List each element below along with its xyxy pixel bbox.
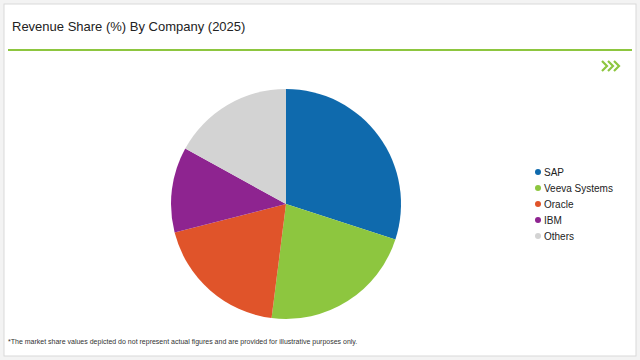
title: Revenue Share (%) By Company (2025) — [12, 19, 245, 34]
chevron-icon — [602, 61, 619, 71]
title-rule — [8, 49, 632, 51]
chevron — [602, 61, 607, 71]
legend-label: Veeva Systems — [544, 183, 613, 194]
legend-label: IBM — [544, 215, 562, 226]
legend-swatch — [535, 217, 541, 223]
legend-swatch — [535, 185, 541, 191]
background — [0, 0, 640, 360]
pie-slice — [185, 89, 286, 204]
legend-swatch — [535, 169, 541, 175]
pie-slice — [272, 204, 396, 319]
pie — [171, 89, 401, 319]
legend-swatch — [535, 201, 541, 207]
chevron — [614, 61, 619, 71]
legend: SAP Veeva Systems Oracle IBM Others — [535, 167, 613, 242]
panel — [4, 4, 636, 356]
legend-label: Oracle — [544, 199, 574, 210]
footnote: *The market share values depicted do not… — [8, 338, 357, 346]
chevron — [608, 61, 613, 71]
legend-label: SAP — [544, 167, 564, 178]
legend-swatch — [535, 233, 541, 239]
legend-label: Others — [544, 231, 574, 242]
